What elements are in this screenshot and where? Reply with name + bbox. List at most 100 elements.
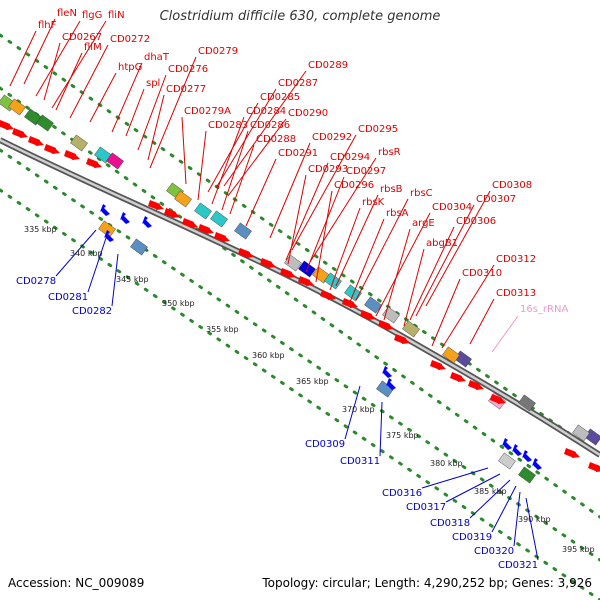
kbp-tick-380kbp: 380 kbp — [430, 459, 463, 468]
reverse-cds-arrow-7 — [522, 450, 532, 462]
gene-box-11 — [234, 222, 252, 240]
forward-cds-arrow-15 — [320, 290, 336, 300]
gene-label-CD0307: CD0307 — [476, 194, 516, 205]
leader-CD0279A — [181, 116, 187, 185]
gene-label-rbsC: rbsC — [410, 188, 433, 199]
kbp-tick-395kbp: 395 kbp — [562, 545, 595, 554]
gene-label-CD0293: CD0293 — [308, 164, 348, 175]
leader-CD0317 — [445, 473, 501, 503]
reverse-cds-arrow-0 — [100, 204, 110, 216]
forward-cds-arrow-7 — [164, 208, 180, 218]
leader-htpG — [89, 72, 117, 123]
forward-cds-arrow-19 — [394, 334, 410, 344]
leader-dhaT — [111, 62, 143, 133]
forward-cds-arrow-6 — [148, 200, 164, 210]
kbp-tick-360kbp: 360 kbp — [252, 351, 285, 360]
gene-box-23 — [518, 394, 536, 412]
kbp-tick-365kbp: 365 kbp — [296, 377, 329, 386]
leader-CD0289 — [223, 70, 307, 187]
leader-CD0306 — [409, 226, 455, 321]
gene-label-16s_rRNA: 16s_rRNA — [520, 304, 568, 315]
tick-dot-lane-0 — [0, 86, 600, 519]
forward-cds-arrow-13 — [280, 268, 296, 278]
leader-CD0296 — [315, 190, 333, 283]
gene-label-CD0281: CD0281 — [48, 292, 88, 303]
leader-CD0293 — [287, 174, 307, 265]
forward-cds-arrow-5 — [86, 158, 102, 168]
gene-label-CD0309: CD0309 — [305, 439, 345, 450]
gene-label-CD0278: CD0278 — [16, 276, 56, 287]
leader-CD0313 — [469, 298, 495, 345]
map-title: Clostridium difficile 630, complete geno… — [159, 9, 441, 24]
leader-CD0304 — [375, 212, 431, 317]
leader-CD0295 — [291, 134, 357, 251]
reverse-cds-arrow-6 — [512, 444, 522, 456]
gene-label-CD0295: CD0295 — [358, 124, 398, 135]
leader-CD0312 — [441, 264, 495, 349]
gene-box-27 — [498, 452, 516, 470]
kbp-tick-385kbp: 385 kbp — [474, 487, 507, 496]
leader-CD0277 — [147, 94, 165, 161]
forward-cds-arrow-21 — [450, 372, 466, 382]
gene-label-CD0318: CD0318 — [430, 518, 470, 529]
leader-CD0307 — [415, 204, 475, 317]
gene-label-CD0306: CD0306 — [456, 216, 496, 227]
leader-CD0286 — [221, 130, 249, 211]
leader-fliM — [55, 52, 83, 111]
gene-label-CD0285: CD0285 — [260, 92, 300, 103]
leader-rbsR — [309, 157, 377, 263]
tick-dot-lane-3 — [0, 33, 600, 457]
leader-spl — [125, 88, 145, 137]
kbp-tick-390kbp: 390 kbp — [518, 515, 551, 524]
gene-box-30 — [98, 220, 116, 238]
tick-dot-lane-1 — [0, 148, 600, 562]
gene-label-CD0277: CD0277 — [166, 84, 206, 95]
leader-CD0292 — [269, 142, 311, 239]
kbp-tick-340kbp: 340 kbp — [70, 249, 103, 258]
gene-label-CD0310: CD0310 — [462, 268, 502, 279]
gene-label-CD0267: CD0267 — [62, 32, 102, 43]
gene-label-CD0279A: CD0279A — [184, 106, 231, 117]
gene-label-argE: argE — [412, 218, 435, 229]
gene-label-CD0321: CD0321 — [498, 560, 538, 571]
forward-cds-arrow-9 — [198, 224, 214, 234]
gene-label-rbsR: rbsR — [378, 147, 401, 158]
gene-box-25 — [572, 424, 590, 442]
reverse-cds-arrow-1 — [120, 212, 130, 224]
gene-label-abgB1: abgB1 — [426, 238, 458, 249]
forward-cds-arrow-18 — [378, 320, 394, 330]
leader-rbsB — [335, 194, 379, 287]
gene-label-CD0291: CD0291 — [278, 148, 318, 159]
forward-cds-arrow-20 — [430, 360, 446, 370]
gene-label-flgG: flgG — [82, 10, 102, 21]
leader-CD0319 — [491, 485, 517, 533]
gene-label-dhaT: dhaT — [144, 52, 170, 63]
gene-label-CD0304: CD0304 — [432, 202, 472, 213]
leader-CD0284 — [211, 116, 245, 205]
reverse-cds-arrow-4 — [386, 378, 396, 390]
gene-label-rbsA: rbsA — [386, 208, 409, 219]
gene-box-9 — [194, 202, 212, 220]
gene-label-CD0320: CD0320 — [474, 546, 514, 557]
forward-cds-arrow-16 — [342, 298, 358, 308]
kbp-tick-350kbp: 350 kbp — [162, 299, 195, 308]
gene-label-CD0313: CD0313 — [496, 288, 536, 299]
gene-label-CD0292: CD0292 — [312, 132, 352, 143]
genome-summary-text: Topology: circular; Length: 4,290,252 bp… — [262, 576, 592, 590]
leader-CD0283 — [197, 130, 207, 201]
leader-CD0291 — [245, 158, 277, 227]
gene-label-CD0297: CD0297 — [346, 166, 386, 177]
leader-CD0294 — [285, 162, 329, 261]
reverse-cds-arrow-5 — [502, 438, 512, 450]
forward-cds-arrow-22 — [468, 380, 484, 390]
leader-CD0310 — [431, 278, 461, 347]
gene-label-CD0288: CD0288 — [256, 134, 296, 145]
tick-dot-lane-2 — [0, 188, 600, 600]
gene-label-CD0289: CD0289 — [308, 60, 348, 71]
leader-CD0272 — [69, 44, 109, 119]
leader-rbsA — [349, 218, 385, 303]
forward-cds-arrow-1 — [12, 128, 28, 138]
accession-text: Accession: NC_009089 — [8, 576, 145, 590]
